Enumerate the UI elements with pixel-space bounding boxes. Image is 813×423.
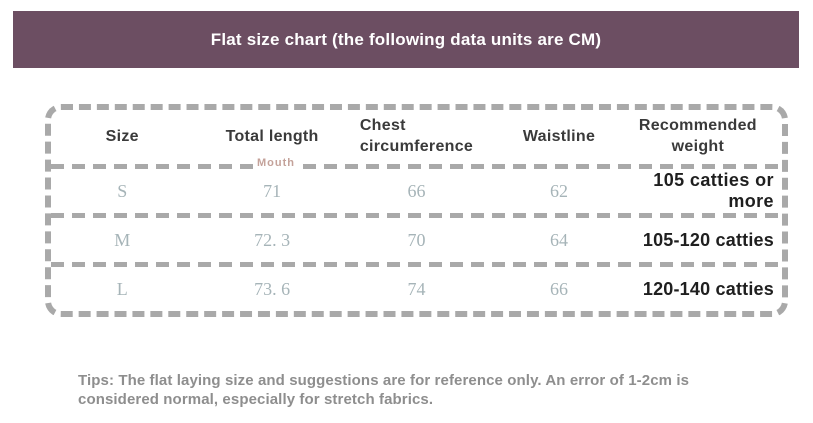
table-row-size-m: M 72. 3 70 64 105-120 catties (51, 218, 782, 262)
waistline-cell: 66 (550, 278, 569, 299)
size-cell: S (117, 180, 128, 201)
header-cell-recommended-weight: Recommended weight (636, 116, 782, 158)
size-chart-banner: Flat size chart (the following data unit… (13, 11, 799, 68)
recommended-weight-cell: 105 catties or more (653, 170, 774, 211)
total-length-cell: 71 (263, 180, 282, 201)
row-separator (51, 262, 782, 267)
total-length-cell: 73. 6 (254, 278, 291, 299)
header-cell-total-length: Total length (225, 128, 319, 145)
mouth-watermark: Mouth (254, 157, 298, 169)
banner-title: Flat size chart (the following data unit… (210, 29, 602, 49)
weight-header-line2: weight (671, 138, 725, 155)
table-row-size-l: L 73. 6 74 66 120-140 catties (51, 267, 782, 311)
chest-header-block: Chest circumference (360, 116, 473, 158)
chest-cell: 66 (407, 180, 426, 201)
waistline-cell: 62 (550, 180, 569, 201)
tips-text: Tips: The flat laying size and suggestio… (78, 372, 690, 409)
size-cell: M (114, 229, 131, 250)
recommended-weight-cell: 120-140 catties (642, 278, 774, 299)
chest-cell: 70 (407, 229, 426, 250)
chest-header-line2: circumference (359, 138, 474, 155)
chest-header-line1: Chest (359, 117, 406, 135)
header-cell-size: Size (105, 128, 139, 145)
header-cell-chest-circumference: Chest circumference (351, 116, 483, 158)
size-table: Mouth Size Total length Chest circumfere… (45, 104, 788, 317)
header-cell-waistline: Waistline (522, 128, 596, 145)
total-length-cell: 72. 3 (254, 229, 291, 250)
table-row-size-s: S 71 66 62 105 catties or more (51, 169, 782, 213)
row-separator (51, 164, 782, 169)
weight-header-line1: Recommended (638, 117, 757, 135)
table-header-row: Size Total length Chest circumference Wa… (51, 110, 782, 164)
waistline-cell: 64 (550, 229, 569, 250)
recommended-weight-cell: 105-120 catties (642, 229, 774, 250)
row-separator (51, 213, 782, 218)
size-cell: L (116, 278, 128, 299)
chest-cell: 74 (407, 278, 426, 299)
